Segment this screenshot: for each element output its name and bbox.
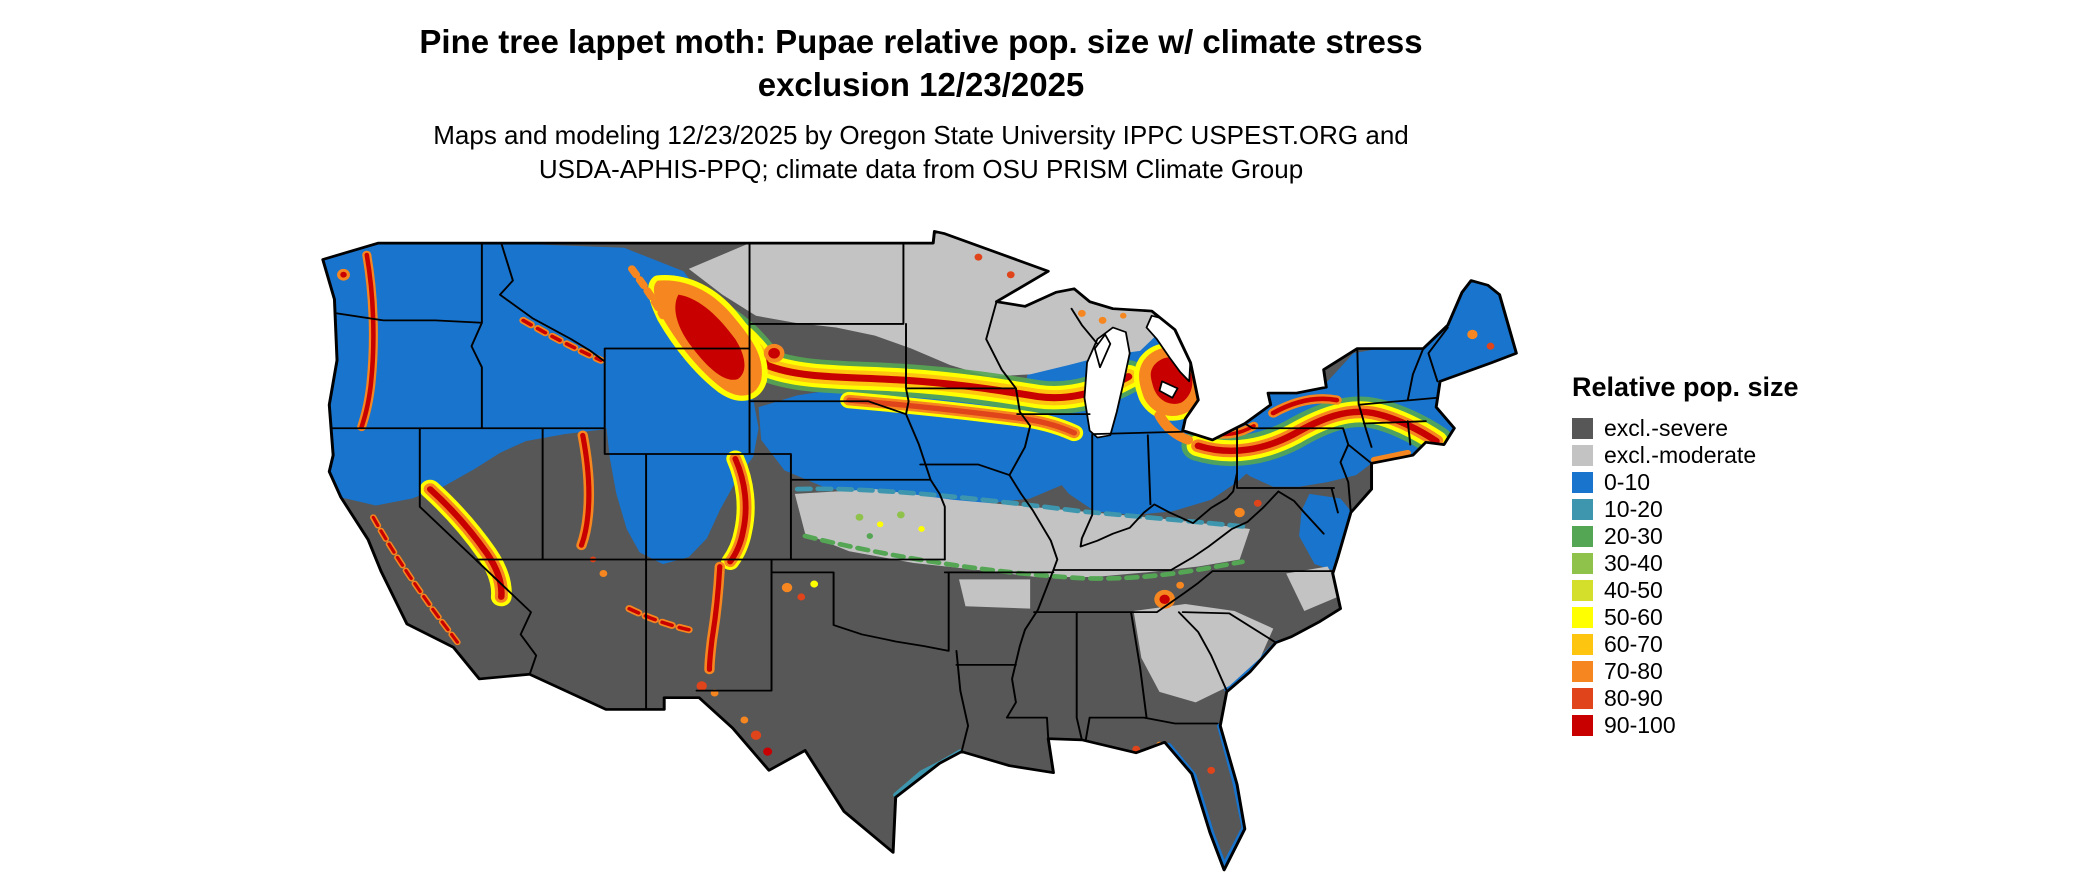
legend-swatch	[1572, 715, 1593, 736]
green-bay	[1093, 333, 1112, 369]
legend-swatch	[1572, 526, 1593, 547]
us-map-svg	[321, 230, 1518, 872]
credits-line-2: USDA-APHIS-PPQ; climate data from OSU PR…	[538, 154, 1304, 184]
credits-line-1: Maps and modeling 12/23/2025 by Oregon S…	[433, 120, 1409, 150]
legend-swatch	[1572, 634, 1593, 655]
saginaw-bay	[1158, 380, 1179, 399]
legend-swatch	[1572, 472, 1593, 493]
legend-row: excl.-moderate	[1572, 442, 1799, 469]
legend-label: 20-30	[1604, 523, 1663, 549]
legend-row: 80-90	[1572, 685, 1799, 712]
map-title: Pine tree lappet moth: Pupae relative po…	[0, 20, 1842, 106]
us-outline	[321, 230, 1518, 872]
legend-label: 90-100	[1604, 712, 1676, 738]
legend-label: 60-70	[1604, 631, 1663, 657]
map-credits: Maps and modeling 12/23/2025 by Oregon S…	[0, 118, 1842, 186]
legend-label: 10-20	[1604, 496, 1663, 522]
legend-label: 80-90	[1604, 685, 1663, 711]
title-line-2: exclusion 12/23/2025	[757, 66, 1085, 103]
legend-row: 90-100	[1572, 712, 1799, 739]
legend-swatch	[1572, 553, 1593, 574]
legend-swatch	[1572, 661, 1593, 682]
legend-row: 50-60	[1572, 604, 1799, 631]
legend-row: 30-40	[1572, 550, 1799, 577]
legend-row: 70-80	[1572, 658, 1799, 685]
legend-row: 60-70	[1572, 631, 1799, 658]
legend-swatch	[1572, 418, 1593, 439]
us-risk-map	[306, 222, 1528, 884]
legend-label: 50-60	[1604, 604, 1663, 630]
legend: Relative pop. size excl.-severe excl.-mo…	[1572, 372, 1799, 739]
pop-mid-transition-layer	[794, 486, 1248, 581]
legend-label: 70-80	[1604, 658, 1663, 684]
excl-moderate-layer	[688, 231, 1344, 703]
legend-swatch	[1572, 688, 1593, 709]
legend-label: excl.-moderate	[1604, 442, 1757, 468]
legend-label: 40-50	[1604, 577, 1663, 603]
legend-swatch	[1572, 499, 1593, 520]
legend-title: Relative pop. size	[1572, 372, 1799, 402]
legend-swatch	[1572, 445, 1593, 466]
risk-raster-layers	[322, 231, 1517, 870]
legend-row: excl.-severe	[1572, 415, 1799, 442]
legend-row: 10-20	[1572, 496, 1799, 523]
legend-row: 40-50	[1572, 577, 1799, 604]
legend-row: 0-10	[1572, 469, 1799, 496]
legend-entries: excl.-severe excl.-moderate 0-10 10-20	[1572, 415, 1799, 739]
legend-label: excl.-severe	[1604, 415, 1728, 441]
legend-swatch	[1572, 580, 1593, 601]
legend-row: 20-30	[1572, 523, 1799, 550]
title-line-1: Pine tree lappet moth: Pupae relative po…	[419, 23, 1423, 60]
state-borders	[329, 242, 1449, 753]
legend-swatch	[1572, 607, 1593, 628]
legend-label: 30-40	[1604, 550, 1663, 576]
great-lakes	[1083, 314, 1192, 439]
legend-label: 0-10	[1604, 469, 1651, 495]
